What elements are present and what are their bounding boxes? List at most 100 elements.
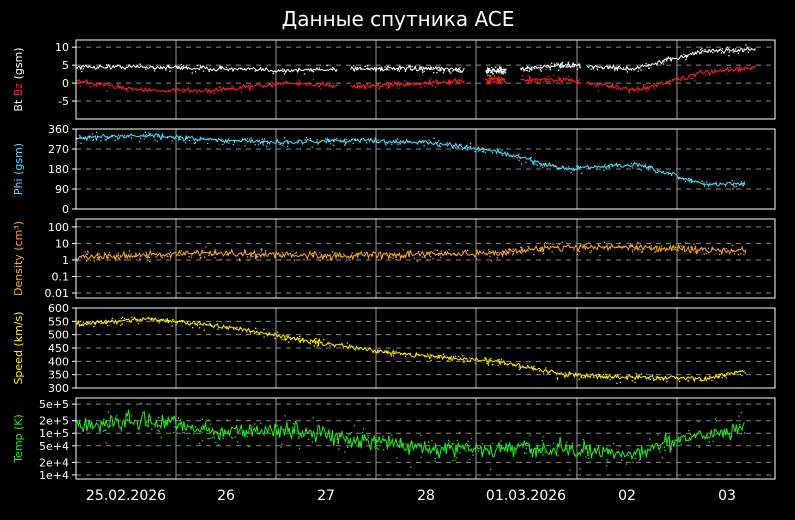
data-point (677, 377, 679, 379)
data-point (164, 420, 167, 422)
data-point (249, 138, 251, 140)
y-tick-label: 350 (48, 369, 69, 382)
data-point (552, 370, 554, 373)
data-point (80, 256, 82, 258)
data-point (148, 132, 150, 134)
data-point (714, 418, 717, 420)
data-point (266, 142, 269, 145)
y-tick-label: 600 (48, 302, 69, 315)
data-point (742, 182, 744, 184)
data-point (220, 429, 223, 431)
data-point (373, 446, 375, 448)
data-point (656, 246, 658, 248)
data-point (142, 134, 145, 136)
series-trace (485, 75, 505, 83)
data-point (105, 442, 107, 444)
data-point (619, 445, 621, 447)
data-point (102, 420, 104, 422)
data-point (487, 364, 490, 366)
data-point (657, 250, 659, 252)
data-point (237, 140, 239, 142)
data-point (288, 341, 290, 343)
data-point (386, 254, 388, 256)
data-point (169, 70, 171, 72)
data-point (263, 140, 265, 142)
data-point (436, 142, 438, 144)
data-point (630, 69, 633, 71)
data-point (409, 65, 411, 68)
panel-frame (75, 397, 776, 480)
data-point (487, 82, 489, 85)
data-point (175, 323, 177, 326)
data-point (683, 178, 685, 180)
data-point (551, 251, 553, 253)
data-point (191, 72, 193, 74)
data-point (531, 80, 533, 83)
data-point (387, 86, 389, 89)
data-point (240, 91, 242, 93)
data-point (424, 355, 426, 358)
data-point (563, 65, 565, 67)
data-point (232, 143, 234, 146)
data-point (627, 454, 630, 457)
data-point (637, 91, 639, 93)
data-point (539, 249, 542, 251)
data-point (484, 151, 486, 154)
data-point (320, 88, 322, 90)
data-point (82, 81, 84, 84)
data-point (128, 135, 130, 138)
data-point (245, 329, 247, 331)
data-point (258, 140, 260, 142)
data-point (606, 377, 608, 379)
data-point (128, 64, 130, 66)
data-point (107, 324, 109, 327)
data-point (293, 431, 295, 433)
data-point (400, 68, 402, 70)
y-tick-label: 400 (48, 355, 69, 368)
data-point (475, 257, 477, 259)
data-point (100, 322, 102, 324)
data-point (499, 79, 501, 81)
data-point (200, 256, 202, 258)
data-point (630, 162, 632, 164)
data-point (266, 140, 269, 142)
data-point (561, 373, 563, 375)
data-point (653, 248, 655, 250)
data-point (553, 81, 555, 84)
data-point (396, 457, 398, 459)
data-point (111, 135, 114, 137)
data-point (433, 137, 435, 139)
data-point (657, 375, 659, 378)
data-point (263, 86, 265, 88)
data-point (576, 81, 579, 84)
data-point (414, 83, 416, 85)
data-point (505, 68, 507, 70)
data-point (465, 148, 467, 150)
data-point (377, 351, 379, 353)
data-point (416, 260, 419, 262)
data-point (407, 443, 409, 445)
data-point (410, 466, 412, 468)
data-point (148, 316, 150, 319)
data-point (77, 259, 79, 262)
data-point (397, 143, 399, 145)
data-point (278, 69, 280, 72)
data-point (533, 163, 535, 166)
data-point (553, 442, 555, 444)
data-point (504, 71, 507, 74)
data-point (125, 87, 127, 90)
data-point (139, 63, 141, 65)
data-point (680, 77, 682, 79)
data-point (527, 75, 529, 77)
data-point (358, 348, 360, 350)
data-point (474, 450, 477, 452)
data-point (559, 79, 561, 82)
data-point (367, 68, 369, 70)
data-point (158, 136, 161, 138)
data-point (348, 434, 350, 436)
data-point (207, 142, 209, 144)
data-point (110, 320, 113, 322)
data-point (387, 445, 390, 447)
data-point (245, 139, 247, 142)
data-point (639, 249, 641, 251)
